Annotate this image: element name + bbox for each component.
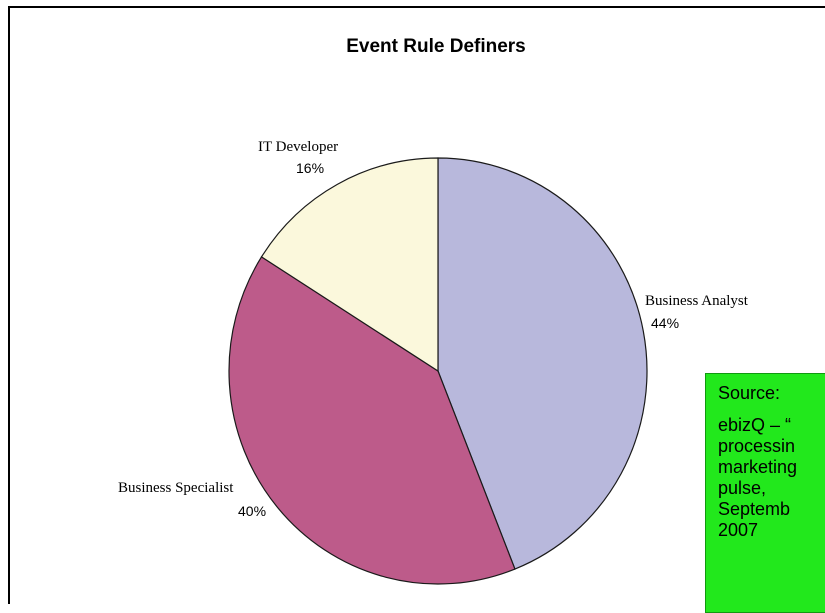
chart-frame: Event Rule Definers Business Analyst 44%… — [8, 6, 825, 604]
pie-slice-business-analyst — [437, 157, 648, 570]
source-line: pulse, — [718, 478, 767, 498]
source-note: Source: ebizQ – “ processin marketing pu… — [705, 373, 825, 613]
slice-value-it-developer: 16% — [296, 160, 324, 176]
chart-title: Event Rule Definers — [346, 36, 526, 57]
slice-label-it-developer: IT Developer — [258, 139, 338, 155]
source-heading: Source: — [718, 383, 781, 403]
source-line: ebizQ – “ — [718, 415, 792, 435]
source-line: 2007 — [718, 520, 759, 540]
pie-chart: Event Rule Definers Business Analyst 44%… — [118, 36, 749, 585]
source-line: marketing — [718, 457, 798, 477]
slice-label-business-specialist: Business Specialist — [118, 480, 234, 496]
slice-label-business-analyst: Business Analyst — [645, 293, 749, 309]
slice-value-business-analyst: 44% — [651, 315, 679, 331]
slice-value-business-specialist: 40% — [238, 503, 266, 519]
source-line: processin — [718, 436, 796, 456]
pie-slice-business-specialist — [228, 256, 516, 585]
pie-slice-it-developer — [260, 157, 439, 373]
source-line: Septemb — [718, 499, 791, 519]
